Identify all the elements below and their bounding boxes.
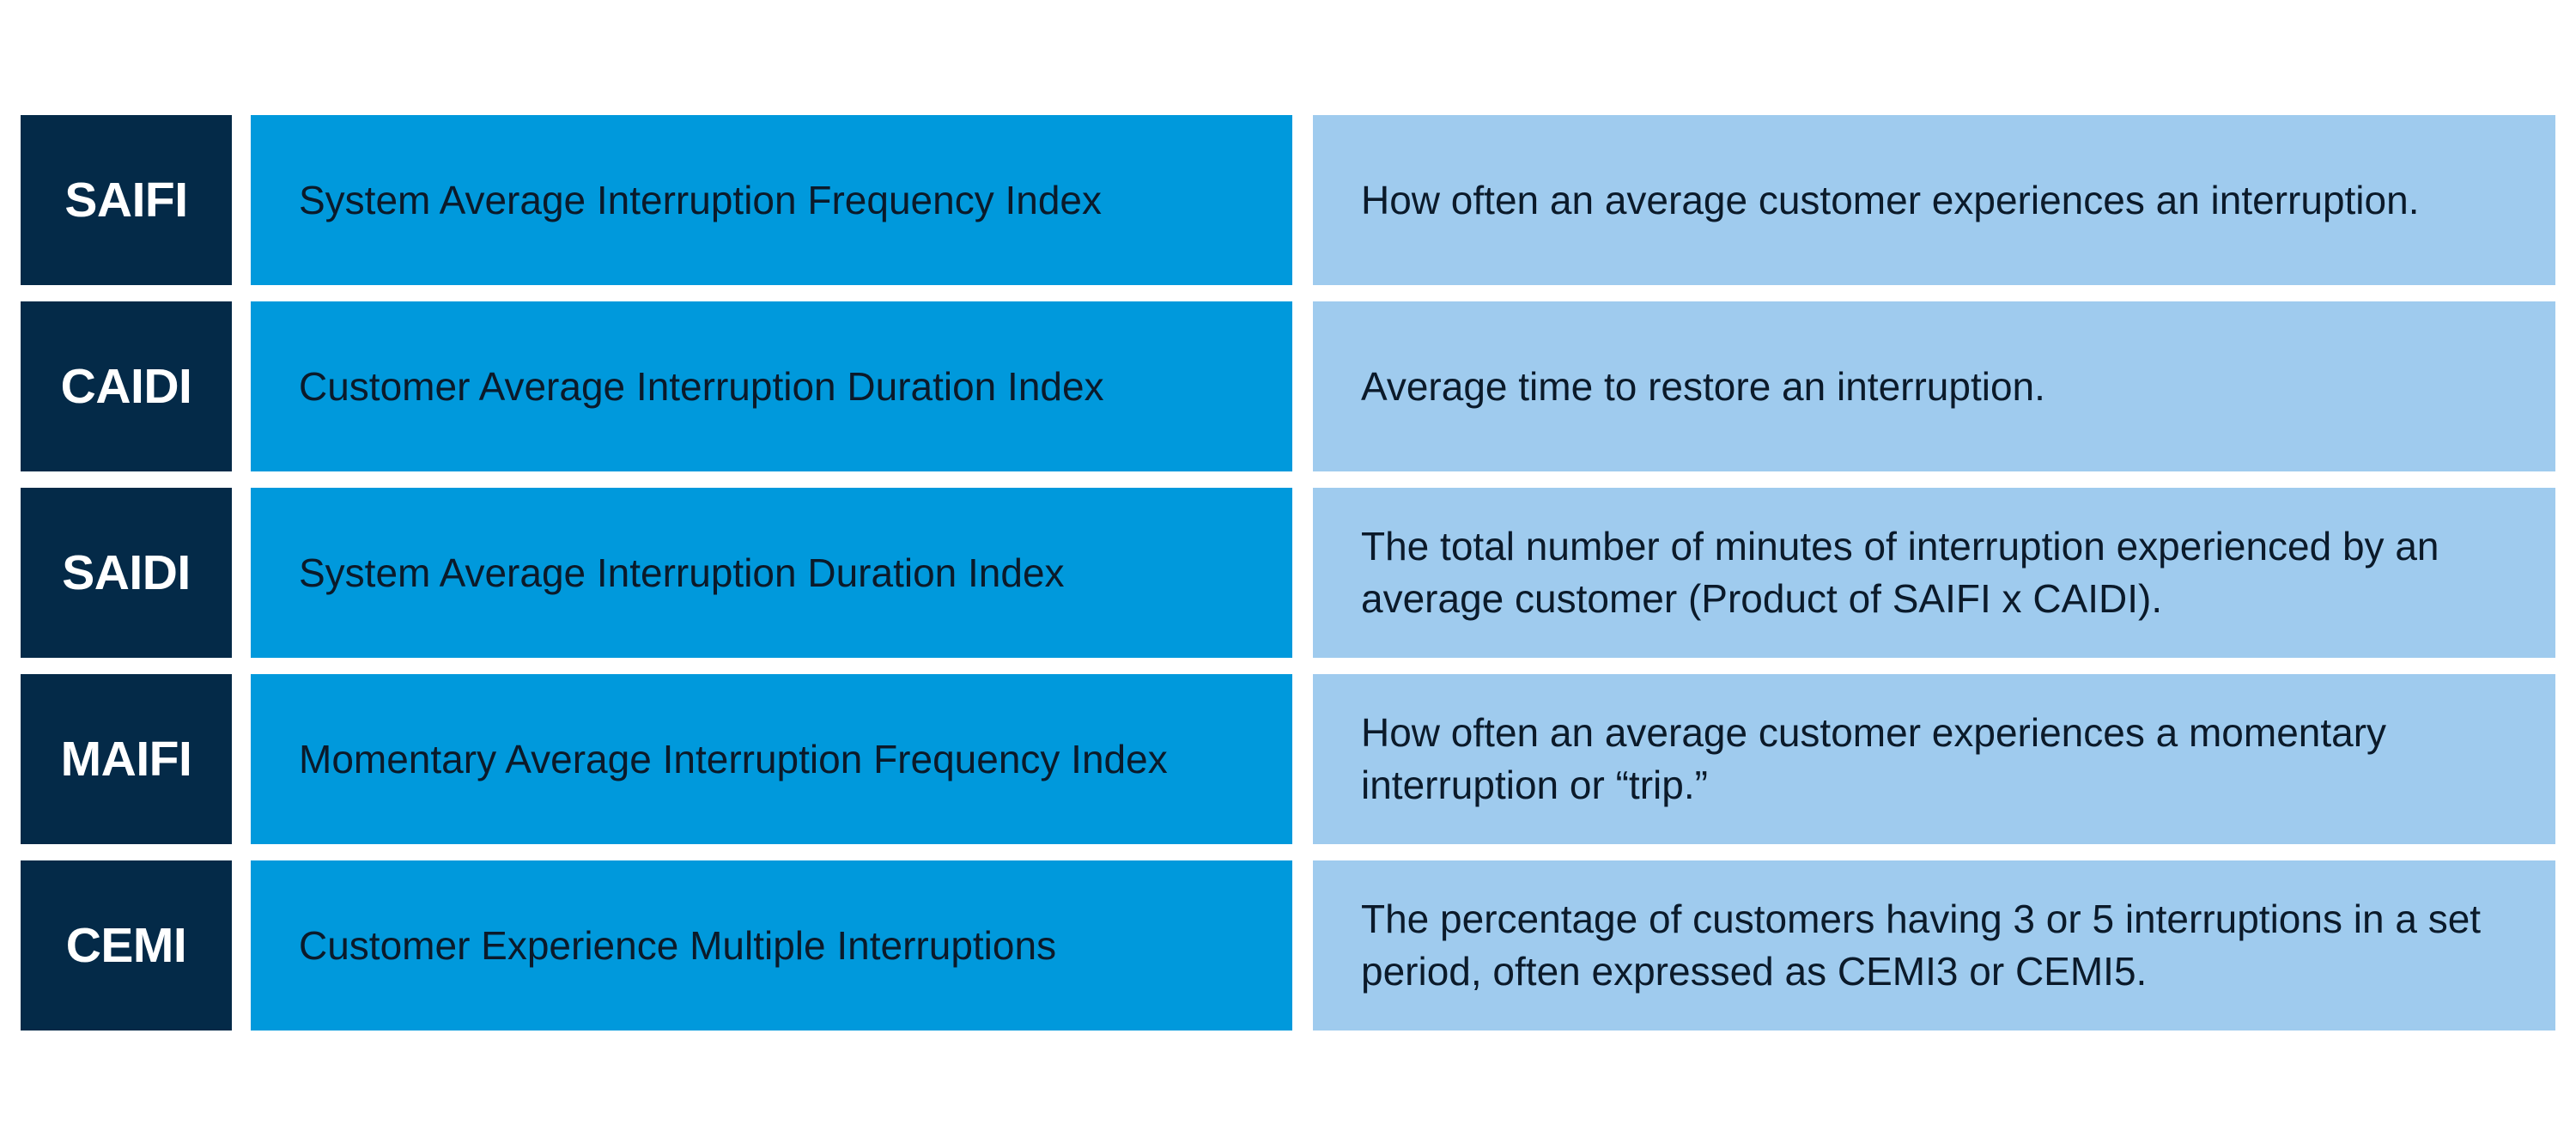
- index-abbreviation: SAIDI: [21, 488, 232, 658]
- table-row: CEMI Customer Experience Multiple Interr…: [21, 860, 2555, 1031]
- index-description: The total number of minutes of interrupt…: [1313, 488, 2555, 658]
- index-abbreviation: CEMI: [21, 860, 232, 1031]
- table-row: SAIFI System Average Interruption Freque…: [21, 115, 2555, 285]
- index-full-name: Momentary Average Interruption Frequency…: [251, 674, 1292, 844]
- index-full-name: System Average Interruption Duration Ind…: [251, 488, 1292, 658]
- index-description: The percentage of customers having 3 or …: [1313, 860, 2555, 1031]
- index-description: How often an average customer experience…: [1313, 674, 2555, 844]
- index-full-name: Customer Average Interruption Duration I…: [251, 301, 1292, 471]
- index-abbreviation: SAIFI: [21, 115, 232, 285]
- index-description: Average time to restore an interruption.: [1313, 301, 2555, 471]
- table-row: CAIDI Customer Average Interruption Dura…: [21, 301, 2555, 471]
- table-row: SAIDI System Average Interruption Durati…: [21, 488, 2555, 658]
- reliability-index-table: SAIFI System Average Interruption Freque…: [21, 115, 2555, 1031]
- index-description: How often an average customer experience…: [1313, 115, 2555, 285]
- index-full-name: System Average Interruption Frequency In…: [251, 115, 1292, 285]
- index-abbreviation: CAIDI: [21, 301, 232, 471]
- index-full-name: Customer Experience Multiple Interruptio…: [251, 860, 1292, 1031]
- table-row: MAIFI Momentary Average Interruption Fre…: [21, 674, 2555, 844]
- index-abbreviation: MAIFI: [21, 674, 232, 844]
